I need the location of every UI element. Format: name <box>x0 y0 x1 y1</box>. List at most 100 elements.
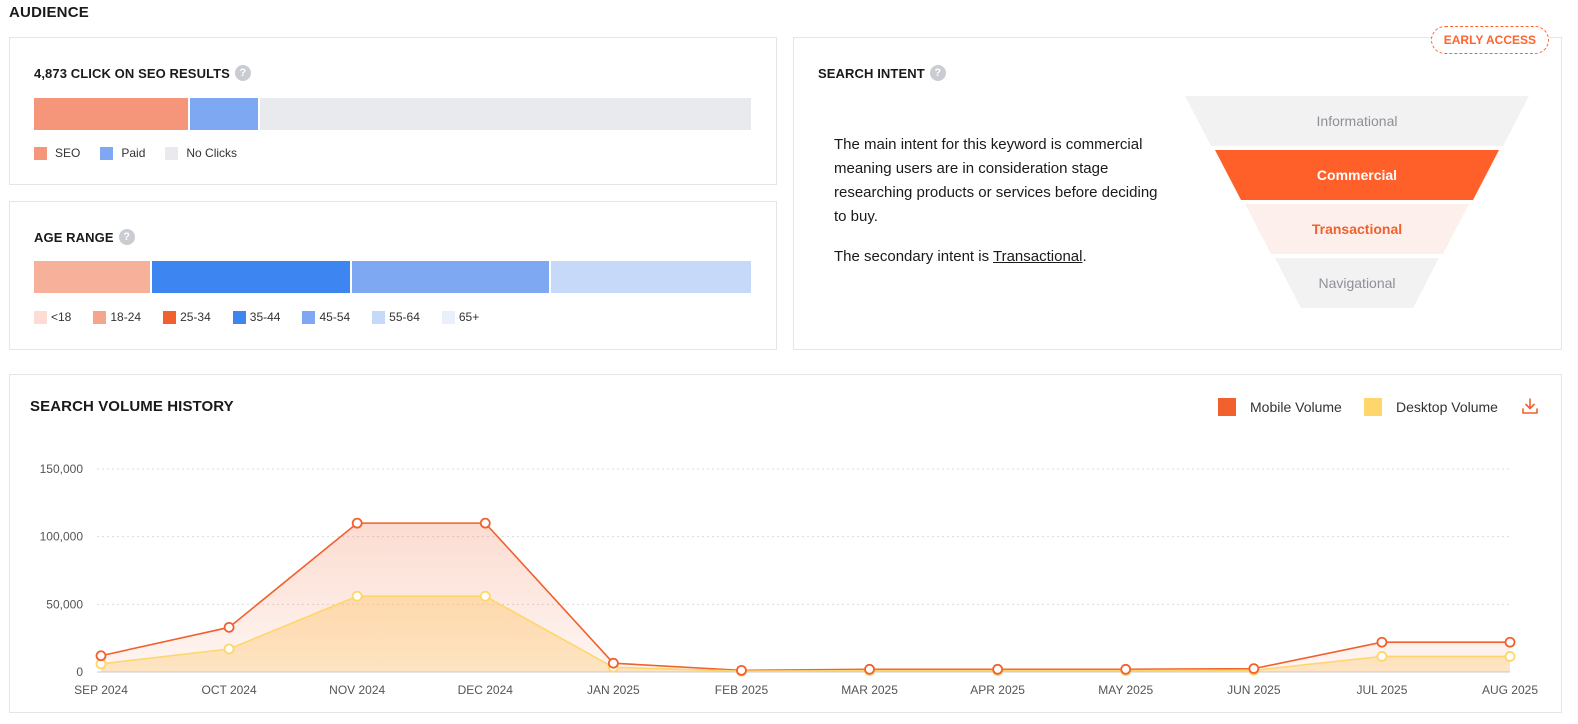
funnel-label: Informational <box>1317 113 1398 129</box>
funnel-step-commercial[interactable] <box>1215 150 1499 200</box>
funnel-label: Navigational <box>1318 275 1395 291</box>
data-point <box>1376 651 1388 662</box>
transactional-link[interactable]: Transactional <box>992 248 1083 265</box>
x-tick-label: NOV 2024 <box>329 683 385 697</box>
data-point <box>1504 651 1516 662</box>
legend-swatch <box>100 146 114 160</box>
funnel-label: Transactional <box>1312 221 1402 237</box>
age-bar-segment[interactable] <box>34 261 153 293</box>
legend-mobile[interactable]: Mobile Volume <box>1218 398 1342 416</box>
legend-label: 18-24 <box>110 310 142 324</box>
clicks-legend-item: No Clicks <box>165 146 237 160</box>
data-point <box>223 621 235 633</box>
x-tick-label: APR 2025 <box>970 683 1025 697</box>
age-title-text: AGE RANGE <box>34 229 114 245</box>
clicks-bar-segment-noclicks[interactable] <box>259 98 751 130</box>
funnel-step-transactional[interactable] <box>1245 204 1469 254</box>
clicks-title: 4,873 CLICK ON SEO RESULTS ? <box>34 65 251 81</box>
x-tick-label: SEP 2024 <box>74 683 128 697</box>
data-point <box>95 650 107 662</box>
legend-desktop[interactable]: Desktop Volume <box>1364 398 1498 416</box>
x-tick-label: MAY 2025 <box>1098 683 1153 697</box>
clicks-legend-item: SEO <box>34 146 80 160</box>
series-area-desktop <box>101 596 1510 672</box>
legend-swatch <box>34 146 47 160</box>
intent-secondary-suffix: . <box>1082 248 1087 265</box>
intent-title: SEARCH INTENT ? <box>818 65 946 81</box>
legend-mobile-swatch <box>1218 398 1236 416</box>
data-point <box>736 664 747 676</box>
legend-swatch <box>372 310 386 324</box>
data-point <box>992 663 1004 675</box>
legend-swatch <box>302 310 316 324</box>
data-point <box>607 657 619 669</box>
help-icon[interactable]: ? <box>929 65 946 81</box>
intent-title-text: SEARCH INTENT <box>818 65 925 81</box>
funnel-step-navigational[interactable] <box>1275 258 1439 308</box>
early-access-badge: EARLY ACCESS <box>1430 26 1549 54</box>
legend-swatch <box>163 310 177 324</box>
series-line-mobile <box>100 522 1510 672</box>
legend-swatch <box>232 310 246 324</box>
download-icon[interactable] <box>1521 397 1539 415</box>
legend-label: 35-44 <box>249 310 281 324</box>
age-bar-segment[interactable] <box>152 261 352 293</box>
legend-swatch <box>165 146 179 160</box>
history-card: SEARCH VOLUME HISTORY Mobile Volume Desk… <box>9 374 1562 713</box>
age-legend-item: 35-44 <box>232 310 281 324</box>
data-point <box>479 517 491 529</box>
age-legend-item: 65+ <box>441 310 479 324</box>
help-icon[interactable]: ? <box>234 65 251 81</box>
data-point <box>351 517 363 529</box>
y-tick-label: 0 <box>76 665 83 679</box>
age-bar-segment[interactable] <box>351 261 551 293</box>
data-point <box>1504 636 1516 648</box>
y-tick-label: 150,000 <box>40 462 84 476</box>
legend-label: SEO <box>55 146 81 160</box>
age-legend-item: <18 <box>34 310 71 324</box>
funnel-label: Commercial <box>1317 167 1397 183</box>
legend-swatch <box>34 310 47 324</box>
age-title: AGE RANGE ? <box>34 229 135 245</box>
legend-swatch <box>93 310 107 324</box>
x-tick-label: MAR 2025 <box>841 683 898 697</box>
intent-secondary-text: The secondary intent is Transactional. <box>834 245 1164 269</box>
age-legend: <18 18-24 25-34 35-44 45-54 55-64 65+ <box>34 310 501 324</box>
legend-desktop-label: Desktop Volume <box>1396 399 1498 415</box>
help-icon[interactable]: ? <box>118 229 135 245</box>
data-point <box>351 590 363 602</box>
data-point <box>1376 636 1388 648</box>
age-card: AGE RANGE ? <18 18-24 25-34 35-44 45-54 55-64… <box>9 201 777 350</box>
legend-label: 25-34 <box>180 310 211 324</box>
intent-description: The main intent for this keyword is comm… <box>834 133 1164 269</box>
clicks-title-text: 4,873 CLICK ON SEO RESULTS <box>34 65 230 81</box>
legend-desktop-swatch <box>1364 398 1382 416</box>
age-bar <box>34 261 751 293</box>
age-legend-item: 45-54 <box>302 310 350 324</box>
clicks-bar-segment-paid[interactable] <box>190 98 260 130</box>
data-point <box>1120 663 1132 675</box>
x-tick-label: JAN 2025 <box>587 683 640 697</box>
clicks-legend-item: Paid <box>100 146 145 160</box>
clicks-bar-segment-seo[interactable] <box>34 98 191 130</box>
x-tick-label: JUN 2025 <box>1227 683 1281 697</box>
data-point <box>864 663 875 675</box>
age-bar-segment[interactable] <box>550 261 751 293</box>
data-point <box>223 643 235 655</box>
intent-funnel: Informational Commercial Transactional Navi… <box>1185 96 1529 308</box>
y-tick-label: 100,000 <box>40 530 84 544</box>
data-point <box>1248 663 1260 675</box>
funnel-step-informational[interactable] <box>1185 96 1529 146</box>
series-line-desktop <box>100 595 1510 672</box>
intent-card: EARLY ACCESS SEARCH INTENT ? The main in… <box>793 26 1562 350</box>
clicks-legend: SEO Paid No Clicks <box>34 146 257 160</box>
legend-mobile-label: Mobile Volume <box>1250 399 1342 415</box>
clicks-bar <box>34 98 751 130</box>
intent-main-text: The main intent for this keyword is comm… <box>834 136 1158 225</box>
y-tick-label: 50,000 <box>46 597 83 611</box>
x-tick-label: DEC 2024 <box>458 683 514 697</box>
age-legend-item: 25-34 <box>163 310 211 324</box>
section-title: AUDIENCE <box>9 4 89 21</box>
legend-swatch <box>441 310 455 324</box>
age-legend-item: 55-64 <box>372 310 420 324</box>
